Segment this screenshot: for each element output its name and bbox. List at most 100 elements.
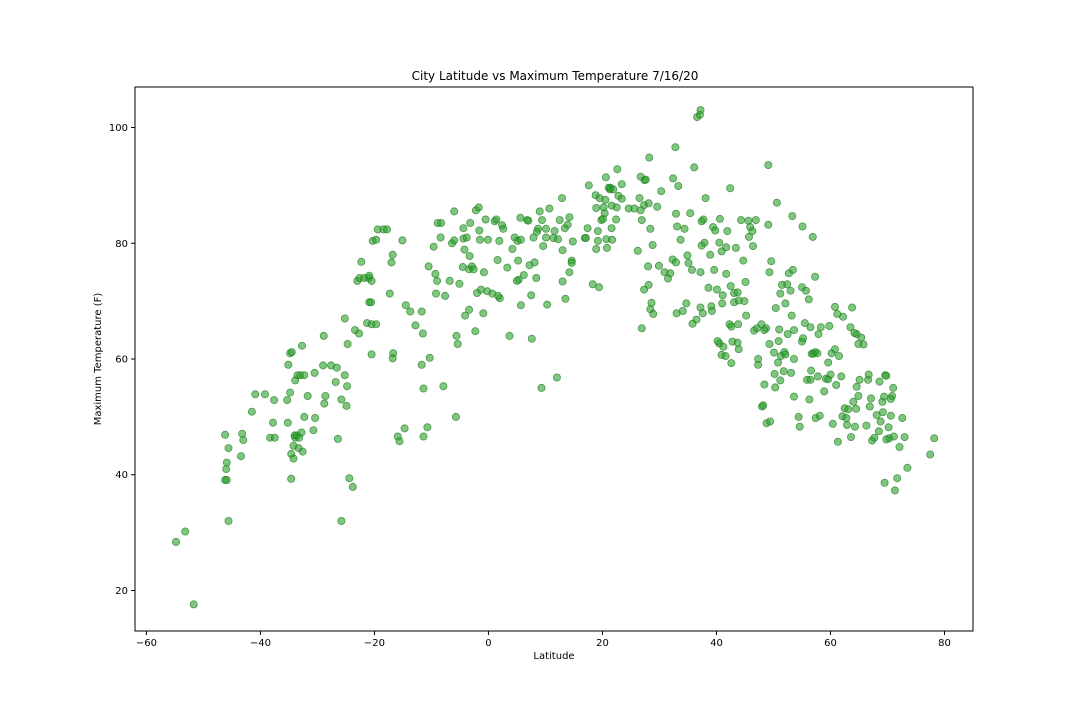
x-axis: −60 −40 −20 0 20 40 60 80 xyxy=(136,631,951,649)
data-point-88 xyxy=(388,354,397,363)
data-point-345 xyxy=(772,198,781,207)
data-point-211 xyxy=(595,283,604,292)
data-point-358 xyxy=(790,354,799,363)
data-point-84 xyxy=(387,258,396,267)
data-point-304 xyxy=(718,291,727,300)
data-point-470 xyxy=(713,337,722,346)
data-point-102 xyxy=(424,262,433,271)
data-point-462 xyxy=(771,304,780,313)
data-point-468 xyxy=(742,311,751,320)
data-point-197 xyxy=(568,237,577,246)
data-point-280 xyxy=(696,106,705,115)
data-points xyxy=(171,106,939,609)
data-point-59 xyxy=(343,339,352,348)
data-point-415 xyxy=(880,392,889,401)
data-point-227 xyxy=(612,215,621,224)
data-point-90 xyxy=(395,437,404,446)
data-point-453 xyxy=(806,323,815,332)
data-point-439 xyxy=(848,303,857,312)
data-point-140 xyxy=(475,235,484,244)
data-point-232 xyxy=(617,180,626,189)
data-point-392 xyxy=(844,405,853,414)
data-point-173 xyxy=(532,273,541,282)
data-point-177 xyxy=(537,383,546,392)
data-point-10 xyxy=(236,452,245,461)
data-point-179 xyxy=(539,242,548,251)
x-tick-label: −40 xyxy=(250,638,271,649)
data-point-17 xyxy=(268,418,277,427)
y-tick-label: 80 xyxy=(115,239,128,250)
data-point-112 xyxy=(439,382,448,391)
data-point-127 xyxy=(465,251,474,260)
data-point-191 xyxy=(558,246,567,255)
data-point-103 xyxy=(425,353,434,362)
data-point-231 xyxy=(617,194,626,203)
data-point-355 xyxy=(786,286,795,295)
data-point-391 xyxy=(843,420,852,429)
data-point-55 xyxy=(337,395,346,404)
data-point-3 xyxy=(224,517,233,526)
data-point-368 xyxy=(807,366,816,375)
data-point-93 xyxy=(400,424,409,433)
data-point-187 xyxy=(554,235,563,244)
data-point-235 xyxy=(633,246,642,255)
data-point-394 xyxy=(849,397,858,406)
x-axis-label: Latitude xyxy=(533,651,574,662)
data-point-205 xyxy=(592,244,601,253)
data-point-393 xyxy=(847,433,856,442)
data-point-457 xyxy=(776,376,785,385)
data-point-72 xyxy=(366,298,375,307)
data-point-110 xyxy=(436,233,445,242)
data-point-195 xyxy=(565,268,574,277)
data-point-188 xyxy=(555,216,564,225)
data-point-433 xyxy=(882,435,891,444)
data-point-387 xyxy=(828,419,837,428)
y-tick-label: 60 xyxy=(115,355,128,366)
data-point-454 xyxy=(799,334,808,343)
data-point-296 xyxy=(711,226,720,235)
data-point-458 xyxy=(779,367,788,376)
data-point-98 xyxy=(417,360,426,369)
data-point-215 xyxy=(599,203,608,212)
data-point-139 xyxy=(479,268,488,277)
data-point-104 xyxy=(429,242,438,251)
data-point-65 xyxy=(354,329,363,338)
data-point-461 xyxy=(770,348,779,357)
data-point-101 xyxy=(423,423,432,432)
data-point-274 xyxy=(686,209,695,218)
data-point-385 xyxy=(837,372,846,381)
x-tick-label: 60 xyxy=(824,638,837,649)
data-point-150 xyxy=(494,291,503,300)
y-tick-label: 20 xyxy=(115,586,128,597)
data-point-299 xyxy=(715,238,724,247)
data-point-58 xyxy=(343,382,352,391)
data-point-170 xyxy=(527,334,536,343)
data-point-7 xyxy=(222,458,231,467)
data-point-8 xyxy=(224,444,233,453)
data-point-277 xyxy=(690,163,699,172)
data-point-172 xyxy=(530,258,539,267)
data-point-92 xyxy=(401,301,410,310)
data-point-85 xyxy=(388,250,397,259)
data-point-63 xyxy=(337,517,346,526)
data-point-244 xyxy=(641,175,650,184)
data-point-442 xyxy=(831,302,840,311)
data-point-199 xyxy=(567,258,576,267)
data-point-297 xyxy=(713,285,722,294)
data-point-429 xyxy=(903,463,912,472)
data-point-81 xyxy=(367,350,376,359)
data-point-47 xyxy=(319,331,328,340)
data-point-116 xyxy=(450,236,459,245)
data-point-285 xyxy=(698,309,707,318)
data-point-154 xyxy=(503,263,512,272)
data-point-40 xyxy=(298,447,307,456)
data-point-354 xyxy=(788,265,797,274)
data-point-451 xyxy=(802,286,811,295)
data-point-265 xyxy=(672,258,681,267)
data-point-360 xyxy=(790,392,799,401)
data-point-375 xyxy=(815,411,824,420)
data-point-224 xyxy=(608,235,617,244)
data-point-308 xyxy=(722,243,731,252)
data-point-203 xyxy=(584,181,593,190)
data-point-125 xyxy=(462,233,471,242)
